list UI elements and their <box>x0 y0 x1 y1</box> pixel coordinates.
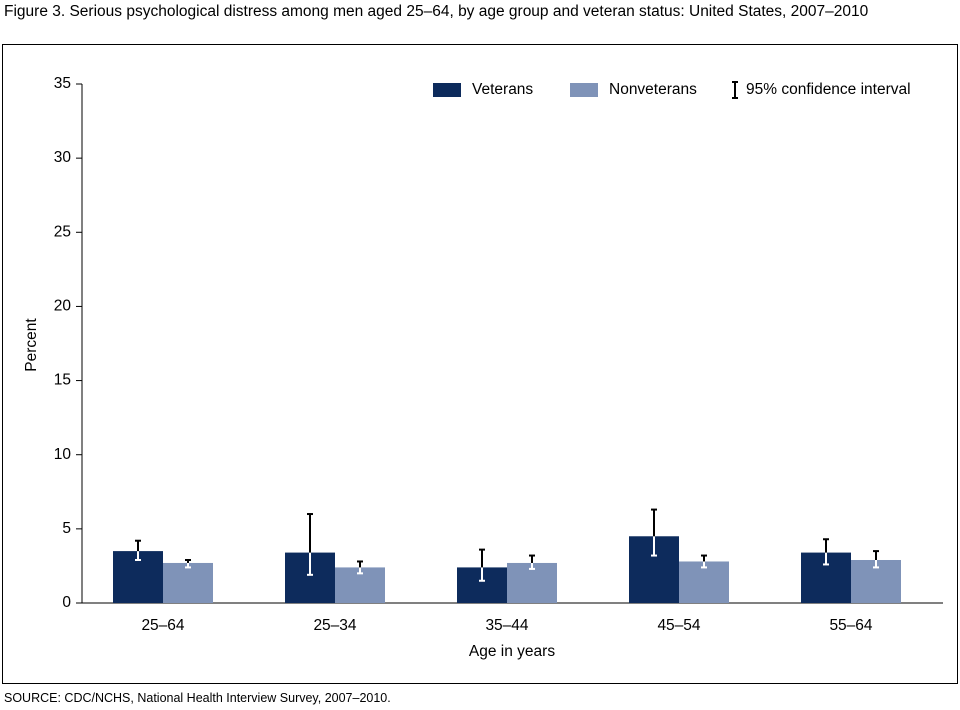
y-tick-label: 0 <box>62 594 71 611</box>
y-tick-label: 5 <box>62 520 71 537</box>
error-bar <box>529 554 535 570</box>
y-tick-label: 25 <box>54 223 71 240</box>
chart: Percent Age in years 0 5 10 15 20 25 30 35 25–64… <box>2 44 958 684</box>
error-bar <box>701 554 707 569</box>
error-bar <box>185 558 191 569</box>
legend-label: Veterans <box>472 81 533 98</box>
error-bar <box>823 538 829 566</box>
error-bar <box>307 513 313 576</box>
x-tick-label: 55–64 <box>829 617 872 634</box>
y-tick-label: 30 <box>54 149 72 166</box>
legend-swatch <box>570 83 598 97</box>
bar <box>163 562 213 603</box>
source-note: SOURCE: CDC/NCHS, National Health Interv… <box>4 691 391 705</box>
y-tick-label: 20 <box>54 298 72 315</box>
chart-title: Figure 3. Serious psychological distress… <box>4 3 869 20</box>
y-tick-label: 15 <box>54 372 71 389</box>
y-axis-title: Percent <box>23 318 40 372</box>
error-bar <box>479 548 485 582</box>
legend-label: Nonveterans <box>609 81 697 98</box>
x-tick-label: 45–54 <box>657 617 700 634</box>
x-tick-label: 25–34 <box>313 617 356 634</box>
legend-label: 95% confidence interval <box>746 81 911 98</box>
frame <box>2 44 958 684</box>
error-bar <box>873 550 879 569</box>
error-bar <box>357 560 363 575</box>
x-tick-label: 35–44 <box>485 617 528 634</box>
x-axis-title: Age in years <box>469 643 555 660</box>
legend-swatch <box>433 83 461 97</box>
y-tick-label: 10 <box>54 446 72 463</box>
error-bar <box>651 508 657 557</box>
y-tick-label: 35 <box>54 75 71 92</box>
error-bar <box>135 539 141 561</box>
x-tick-label: 25–64 <box>141 617 184 634</box>
